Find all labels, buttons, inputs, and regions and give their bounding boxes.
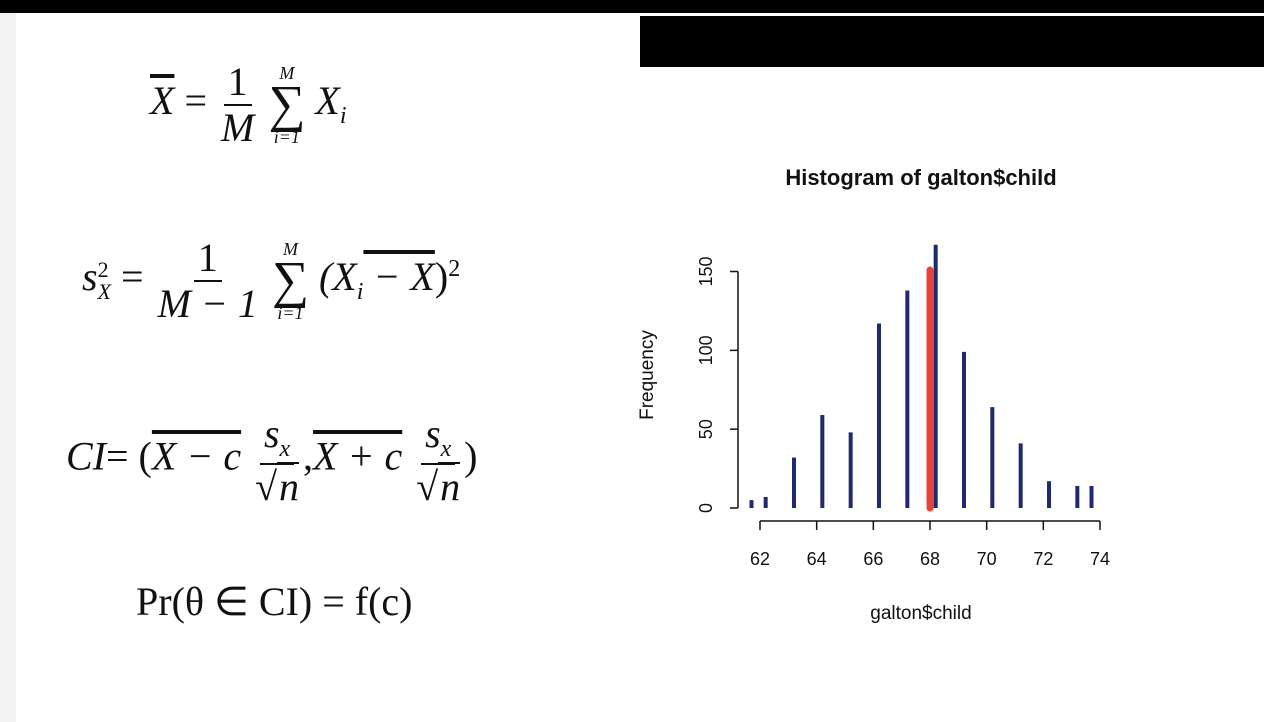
variance-sum: M ∑ i=1 — [272, 240, 309, 323]
mean-sum: M ∑ i=1 — [268, 64, 305, 147]
y-tick-label: 150 — [696, 257, 716, 287]
variance-frac-num: 1 — [193, 238, 222, 282]
ci-frac1-den-n: n — [277, 462, 300, 509]
chart-title: Histogram of galton$child — [785, 165, 1056, 190]
ci-fraction-2: sx √n — [412, 411, 464, 509]
variance-term-sub: i — [356, 279, 364, 306]
ci-comma: , — [303, 433, 314, 479]
ci-equals: = ( — [106, 433, 152, 479]
x-tick-label: 62 — [750, 549, 770, 569]
ci-frac2-num-sub: x — [440, 436, 452, 462]
mean-term-sub: i — [339, 103, 347, 130]
variance-frac-den: M − 1 — [157, 281, 258, 326]
mean-fraction: 1 M — [217, 62, 258, 148]
y-tick-label: 0 — [696, 503, 716, 513]
x-axis-label: galton$child — [870, 603, 971, 624]
formula-mean: X = 1 M M ∑ i=1 Xi — [150, 62, 347, 148]
variance-term-open: (X — [318, 254, 357, 300]
ci-part1: X − c — [151, 433, 242, 479]
formula-ci: CI= (X − c sx √n ,X + c sx √n ) — [66, 411, 478, 509]
ci-lhs: CI — [66, 433, 106, 479]
variance-equals: = — [121, 254, 144, 300]
ci-frac1-den: √n — [255, 462, 300, 509]
bars-group — [749, 244, 1094, 512]
prob-text: Pr(θ ∈ CI) = f(c) — [136, 579, 413, 624]
mean-term: X — [315, 78, 340, 124]
mean-equals: = — [184, 78, 207, 124]
x-tick-label: 74 — [1090, 549, 1110, 569]
ci-frac1-num: sx — [259, 411, 295, 465]
ci-part2: X + c — [313, 433, 403, 479]
variance-lhs-sup: 2 — [97, 257, 109, 282]
mean-frac-num: 1 — [223, 62, 252, 106]
ci-frac1-num-sub: x — [279, 436, 291, 462]
x-tick-label: 68 — [920, 549, 940, 569]
mean-lhs: X — [150, 78, 175, 124]
ci-close: ) — [464, 433, 478, 479]
mean-frac-den: M — [221, 105, 255, 150]
left-margin-strip — [0, 13, 16, 722]
x-tick-label: 66 — [863, 549, 883, 569]
variance-lhs-sub: X — [97, 279, 112, 304]
variance-sum-upper: M — [282, 238, 298, 259]
redaction-block — [640, 16, 1264, 67]
variance-term-sup: 2 — [448, 255, 461, 282]
ci-frac2-den: √n — [416, 462, 461, 509]
ci-frac2-num-s: s — [425, 411, 441, 456]
x-tick-label: 72 — [1033, 549, 1053, 569]
ci-frac2-den-n: n — [438, 462, 461, 509]
x-axis: 62 64 66 68 70 72 74 — [750, 520, 1110, 569]
sigma-symbol: ∑ — [268, 75, 306, 133]
y-axis-label: Frequency — [637, 330, 658, 420]
ci-fraction-1: sx √n — [251, 411, 303, 509]
variance-fraction: 1 M − 1 — [154, 238, 262, 324]
sigma-symbol: ∑ — [271, 251, 309, 309]
y-axis: 0 50 100 150 — [696, 257, 739, 513]
histogram-chart: Histogram of galton$child Frequency galt… — [637, 165, 1110, 624]
variance-term-close: ) — [434, 254, 449, 300]
x-tick-label: 64 — [807, 549, 827, 569]
mean-sum-lower: i=1 — [273, 127, 300, 148]
y-tick-label: 100 — [696, 335, 716, 365]
x-tick-label: 70 — [977, 549, 997, 569]
variance-lhs: s — [82, 254, 98, 300]
ci-frac1-num-s: s — [263, 411, 280, 456]
ci-frac2-num: sx — [421, 411, 456, 465]
formula-probability: Pr(θ ∈ CI) = f(c) — [136, 578, 412, 625]
mean-sum-upper: M — [279, 62, 295, 83]
y-tick-label: 50 — [696, 419, 716, 439]
variance-sum-lower: i=1 — [277, 303, 304, 324]
top-black-bar — [0, 0, 1264, 13]
variance-term-rest: − X — [363, 254, 435, 300]
